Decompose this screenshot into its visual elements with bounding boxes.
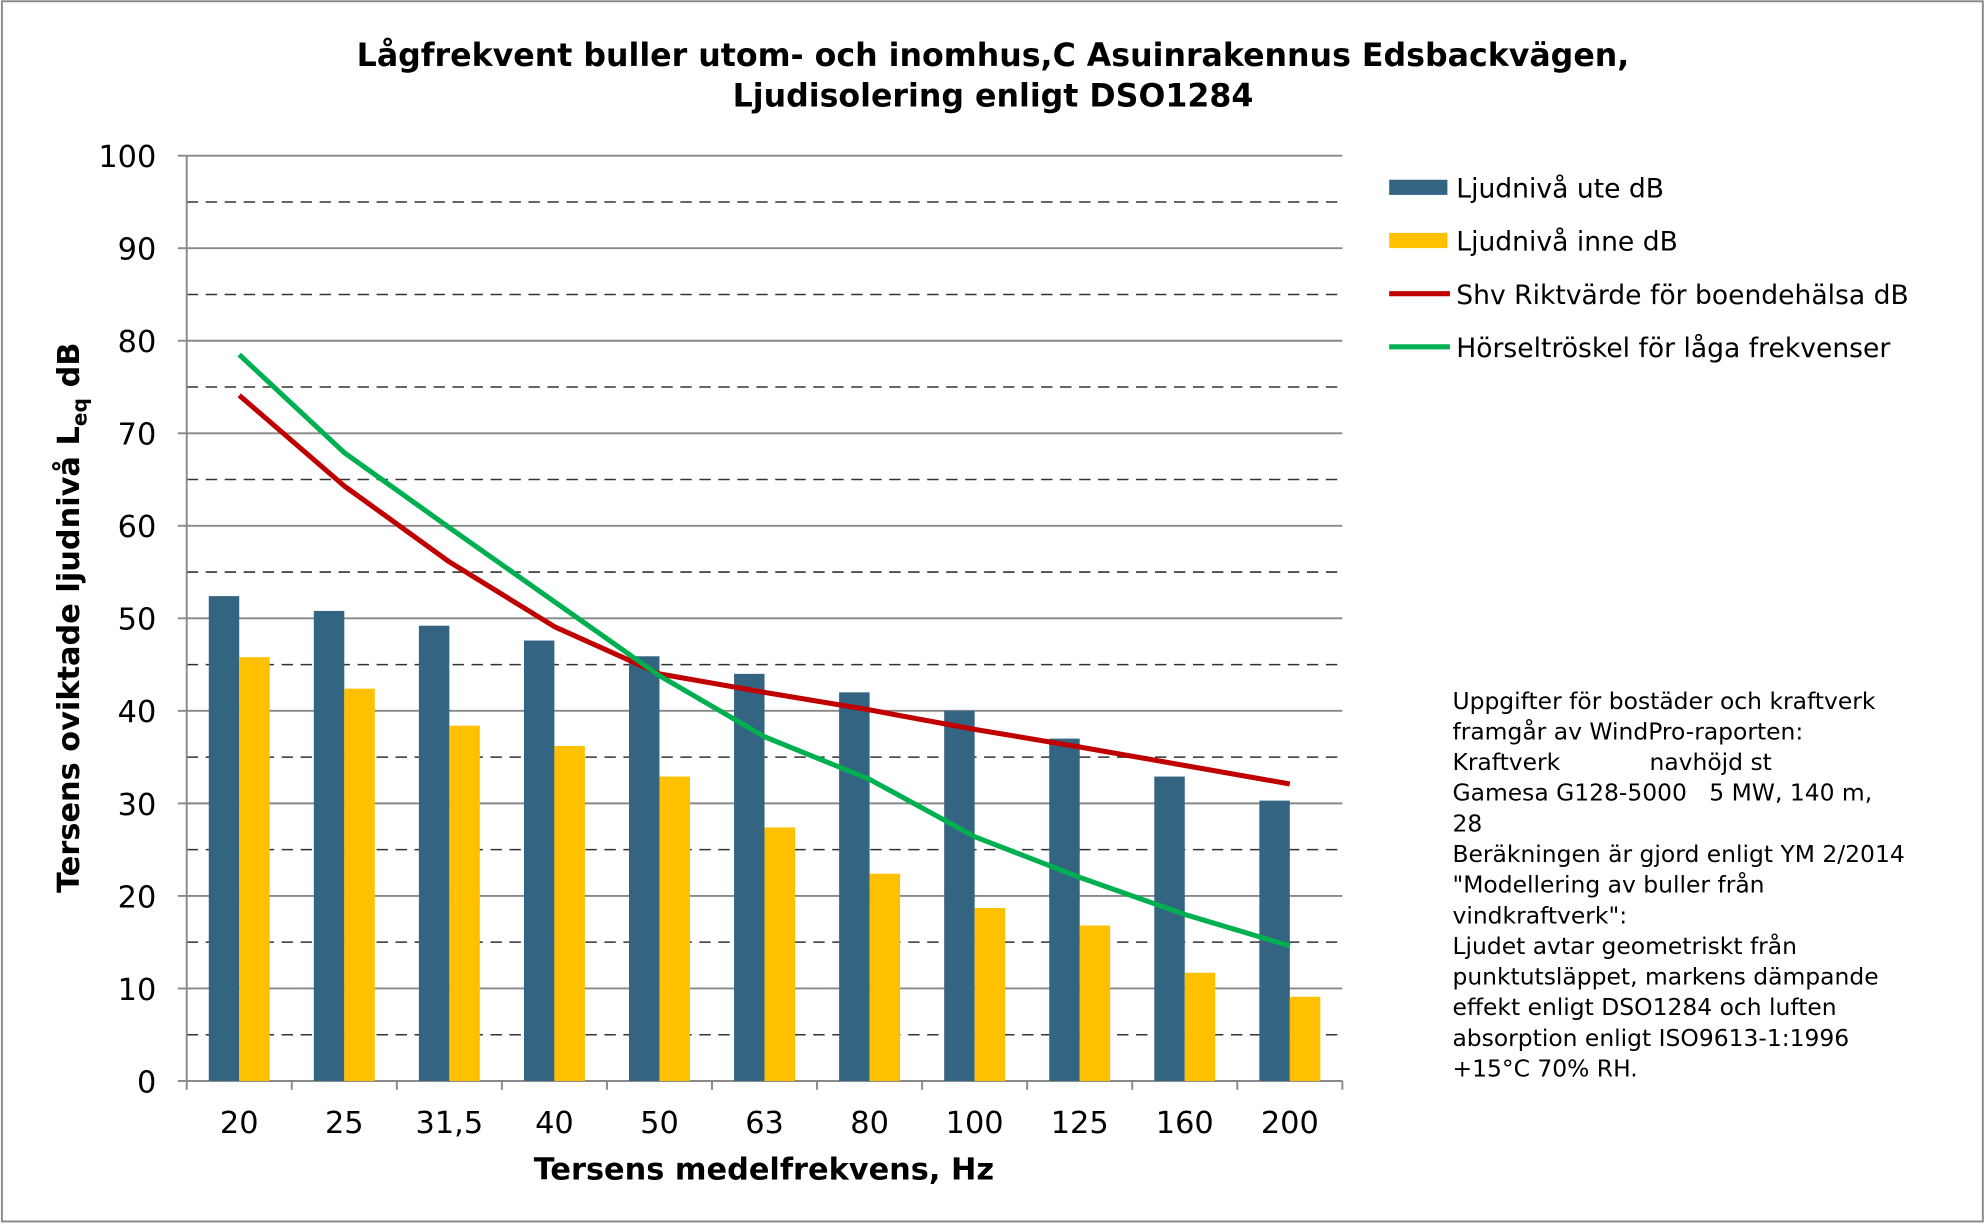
x-tick-label: 63 <box>745 1106 784 1141</box>
legend-swatch <box>1389 179 1448 195</box>
y-tick-label: 10 <box>118 973 157 1008</box>
x-tick-label: 80 <box>850 1106 889 1141</box>
bar <box>418 625 450 1081</box>
x-tick-label: 40 <box>535 1106 574 1141</box>
bar <box>764 827 795 1081</box>
bar <box>974 907 1006 1081</box>
line <box>237 352 1291 949</box>
annotation: framgår av WindPro-raporten: <box>1452 717 1803 745</box>
x-tick-label: 25 <box>325 1106 364 1141</box>
annotation: Uppgifter för bostäder och kraftverk <box>1452 687 1875 715</box>
y-tick-label: 100 <box>98 140 156 175</box>
y-tick-label: 70 <box>118 418 157 453</box>
legend-swatch <box>1389 232 1448 249</box>
x-tick-label: 31,5 <box>416 1106 484 1141</box>
y-tick-label: 80 <box>118 325 157 360</box>
x-tick-label: 50 <box>640 1106 679 1141</box>
annotation: Ljudet avtar geometriskt från <box>1452 932 1797 960</box>
bar <box>208 596 240 1081</box>
bar <box>734 673 765 1081</box>
bar <box>1184 972 1216 1081</box>
bar <box>1289 996 1321 1081</box>
annotation: "Modellering av buller från <box>1452 871 1764 899</box>
x-tick-label: 200 <box>1261 1106 1319 1141</box>
x-tick-label: 100 <box>946 1106 1004 1141</box>
annotation: effekt enligt DSO1284 och luften <box>1452 993 1836 1021</box>
y-tick-label: 90 <box>118 233 157 268</box>
y-tick-label: 0 <box>137 1065 156 1100</box>
y-tick-label: 50 <box>118 603 157 638</box>
annotation: absorption enligt ISO9613-1:1996 <box>1452 1024 1849 1052</box>
annotation: 28 <box>1452 809 1482 837</box>
y-axis-label: Tersens oviktade ljudnivå Leq dB <box>51 343 92 893</box>
legend-label: Ljudnivå inne dB <box>1456 227 1678 258</box>
x-tick-label: 125 <box>1051 1106 1109 1141</box>
x-axis-label: Tersens medelfrekvens, Hz <box>534 1153 994 1188</box>
y-tick-label: 30 <box>118 788 157 823</box>
annotation: vindkraftverk": <box>1452 901 1627 929</box>
y-tick-label: 40 <box>118 695 157 730</box>
legend-label: Ljudnivå ute dB <box>1456 173 1664 204</box>
bar <box>1079 925 1111 1081</box>
bar <box>239 657 270 1081</box>
bar <box>839 692 870 1081</box>
bar <box>344 688 375 1081</box>
line <box>237 393 1291 787</box>
bar <box>313 610 345 1081</box>
annotation: punktutsläppet, markens dämpande <box>1452 963 1878 991</box>
bar <box>523 640 555 1081</box>
bar <box>449 725 480 1081</box>
annotation: +15°C 70% RH. <box>1452 1054 1637 1082</box>
chart-title: Lågfrekvent buller utom- och inomhus,C A… <box>357 37 1630 74</box>
bar <box>629 656 660 1081</box>
bar <box>554 746 585 1081</box>
y-tick-label: 60 <box>118 510 157 545</box>
annotation: Kraftverk navhöjd st <box>1452 748 1771 776</box>
legend-label: Shv Riktvärde för boendehälsa dB <box>1456 280 1908 311</box>
chart-title: Ljudisolering enligt DSO1284 <box>733 78 1254 114</box>
y-tick-label: 20 <box>118 880 157 915</box>
annotation: Gamesa G128-5000 5 MW, 140 m, <box>1452 779 1872 807</box>
bar <box>659 776 690 1081</box>
bar <box>944 710 975 1081</box>
legend-label: Hörseltröskel för låga frekvenser <box>1456 333 1890 364</box>
annotation: Beräkningen är gjord enligt YM 2/2014 <box>1452 840 1904 868</box>
bar <box>1154 776 1185 1081</box>
x-tick-label: 20 <box>220 1106 259 1141</box>
bar <box>1049 738 1080 1081</box>
bar <box>869 873 901 1081</box>
x-tick-label: 160 <box>1156 1106 1214 1141</box>
